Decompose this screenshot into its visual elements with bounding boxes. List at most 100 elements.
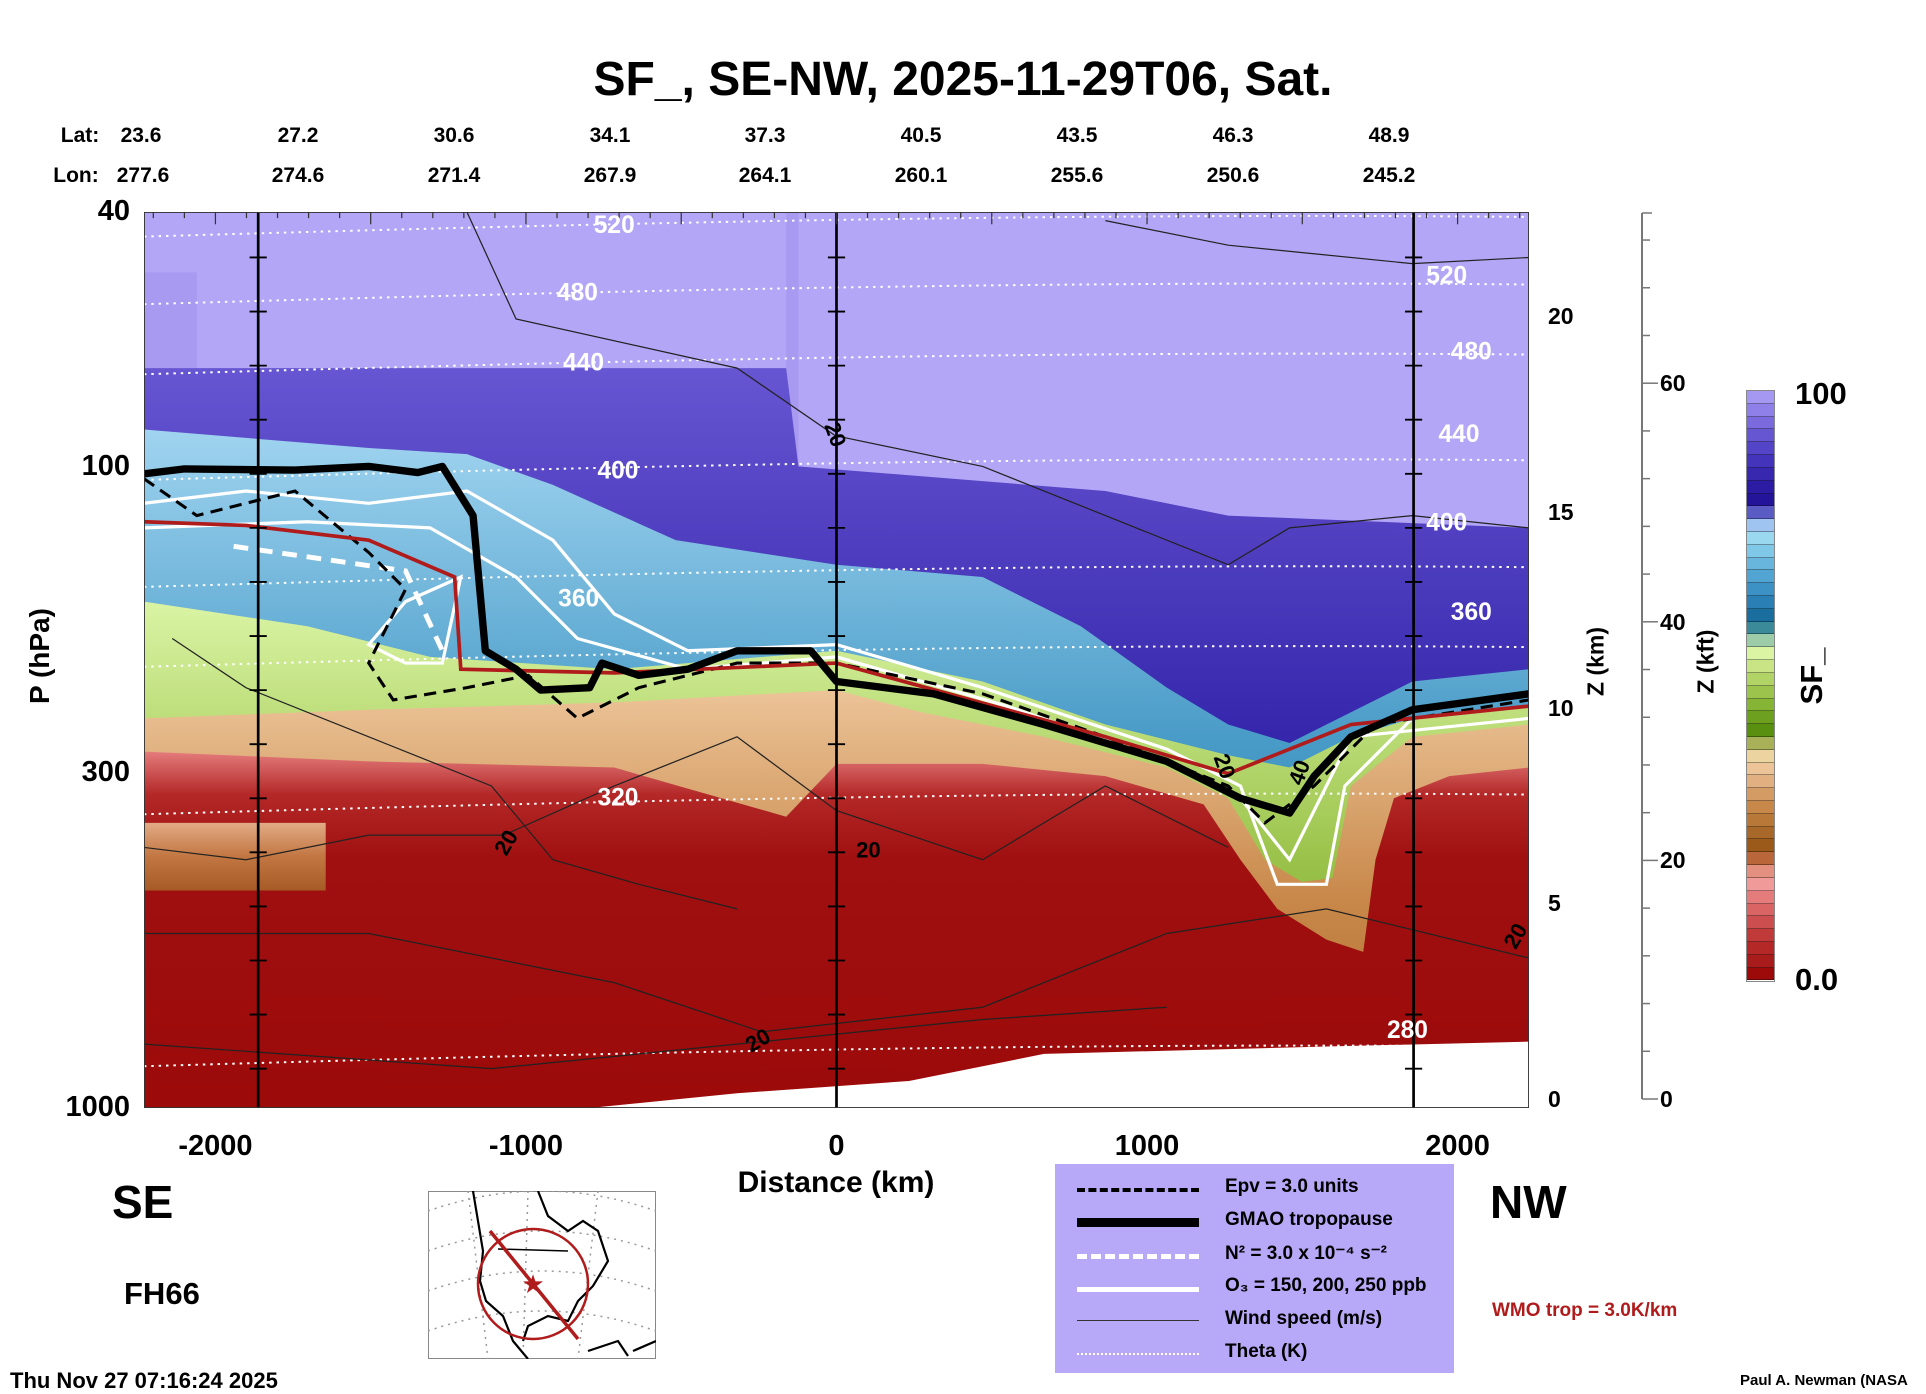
colorbar-swatch: [1747, 826, 1774, 840]
forecast-hour: FH66: [124, 1276, 200, 1311]
theta-label: 520: [1426, 262, 1467, 289]
colorbar-swatch: [1747, 455, 1774, 468]
x-tick-label: 2000: [1425, 1130, 1490, 1162]
lon-value: 277.6: [116, 164, 170, 187]
epv-contour: [144, 477, 1529, 825]
colorbar-swatch: [1747, 903, 1774, 917]
section-track: [488, 1229, 580, 1341]
colorbar-min-label: 0.0: [1795, 962, 1839, 997]
z-kft-tick-label: 0: [1660, 1086, 1673, 1112]
z-km-tick-label: 15: [1548, 498, 1574, 525]
colorbar-swatch: [1747, 660, 1774, 673]
colorbar-swatch: [1747, 557, 1774, 571]
x-tick-label: 1000: [1114, 1130, 1180, 1162]
ozone-contour: [144, 520, 1529, 863]
z-km-axis-label: Z (km): [1582, 627, 1609, 696]
lon-label: Lon:: [53, 164, 99, 187]
colorbar-swatch: [1747, 877, 1774, 891]
z-kft-axis: [1641, 212, 1658, 1100]
legend-item: Epv = 3.0 units: [1055, 1174, 1454, 1204]
lat-label: Lat:: [60, 124, 100, 147]
lon-value: 255.6: [1050, 164, 1104, 187]
legend-item: O₃ = 150, 200, 250 ppb: [1055, 1273, 1454, 1303]
legend-label: O₃ = 150, 200, 250 ppb: [1225, 1275, 1427, 1296]
theta-label: 440: [563, 350, 604, 377]
timestamp: Thu Nov 27 07:16:24 2025: [10, 1368, 278, 1393]
colorbar-swatch: [1747, 929, 1774, 942]
z-kft-tick-label: 60: [1660, 370, 1686, 397]
colorbar-swatch: [1747, 416, 1774, 430]
colorbar-swatch: [1747, 890, 1774, 904]
y-axis-label: P (hPa): [24, 608, 55, 704]
colorbar-swatch: [1747, 391, 1774, 404]
legend-line-sample: [1077, 1218, 1199, 1227]
colorbar-swatch: [1747, 865, 1774, 878]
lat-value: 27.2: [277, 124, 319, 147]
legend-label: N² = 3.0 x 10⁻⁴ s⁻²: [1225, 1243, 1388, 1264]
y-tick-label: 1000: [65, 1091, 130, 1123]
legend-label: Theta (K): [1225, 1341, 1308, 1362]
colorbar-max-label: 100: [1795, 376, 1847, 411]
theta-label: 480: [557, 279, 598, 306]
wind-speed-contour: [144, 1006, 1167, 1070]
colorbar-swatch: [1747, 775, 1774, 789]
colorbar-swatch: [1747, 967, 1774, 981]
gmao-tropopause-line: [144, 462, 1529, 817]
wind-speed-contour: [466, 212, 1529, 566]
lat-value: 34.1: [589, 124, 631, 147]
colorbar-swatch: [1747, 493, 1774, 507]
legend: Epv = 3.0 units GMAO tropopause N² = 3.0 x…: [1055, 1164, 1454, 1373]
colorbar-swatch: [1747, 698, 1774, 712]
colorbar-swatch: [1747, 647, 1774, 661]
colorbar-swatch: [1747, 954, 1774, 968]
z-kft-tick-label: 20: [1660, 847, 1686, 874]
continent-outline: [471, 1191, 656, 1359]
lat-value: 23.6: [120, 124, 162, 147]
colorbar-swatch: [1747, 634, 1774, 648]
colorbar-swatch: [1747, 852, 1774, 866]
lat-value: 40.5: [900, 124, 942, 147]
colorbar-swatch: [1747, 531, 1774, 545]
theta-label: 280: [1387, 1017, 1428, 1044]
colorbar-swatch: [1747, 621, 1774, 635]
legend-line-sample: [1077, 1353, 1199, 1355]
z-km-tick-label: 20: [1548, 303, 1574, 329]
legend-item: Wind speed (m/s): [1055, 1306, 1454, 1336]
colorbar-swatch: [1747, 788, 1774, 801]
z-kft-axis-label: Z (kft): [1692, 629, 1719, 694]
colorbar: [1746, 390, 1775, 982]
colorbar-swatch: [1747, 403, 1774, 417]
legend-item: GMAO tropopause: [1055, 1207, 1454, 1237]
range-circle: [476, 1227, 590, 1341]
cross-section-plot: 5204804404003603205204804404003602802020…: [144, 212, 1529, 1108]
colorbar-swatch: [1747, 583, 1774, 596]
wind-speed-label: 20: [856, 837, 881, 862]
lat-value: 30.6: [433, 124, 475, 147]
theta-label: 400: [1426, 509, 1467, 536]
z-km-tick-label: 10: [1548, 694, 1574, 721]
colorbar-label: SF_: [1794, 647, 1829, 705]
colorbar-swatch: [1747, 672, 1774, 686]
colorbar-swatch: [1747, 544, 1774, 558]
colorbar-swatch: [1747, 506, 1774, 520]
legend-label: Wind speed (m/s): [1225, 1308, 1383, 1329]
wind-speed-contour: [144, 908, 1529, 1033]
theta-label: 440: [1439, 421, 1480, 448]
chart-title: SF_, SE-NW, 2025-11-29T06, Sat.: [593, 53, 1333, 106]
credit: Paul A. Newman (NASA: [1740, 1372, 1908, 1389]
colorbar-swatch: [1747, 724, 1774, 737]
colorbar-swatch: [1747, 519, 1774, 532]
direction-left: SE: [112, 1176, 174, 1228]
wmo-tropopause-line: [144, 519, 1529, 776]
x-tick-label: 0: [828, 1130, 845, 1162]
lat-value: 37.3: [744, 124, 786, 147]
map-inset: ★: [428, 1191, 656, 1359]
field-brown-patch: [144, 822, 326, 891]
z-km-tick-label: 0: [1548, 1086, 1561, 1112]
theta-label: 520: [594, 212, 635, 239]
lon-value: 264.1: [738, 164, 792, 187]
colorbar-swatch: [1747, 839, 1774, 853]
x-tick-label: -2000: [178, 1130, 253, 1162]
legend-label: GMAO tropopause: [1225, 1209, 1393, 1230]
wind-speed-contour: [1105, 220, 1529, 265]
